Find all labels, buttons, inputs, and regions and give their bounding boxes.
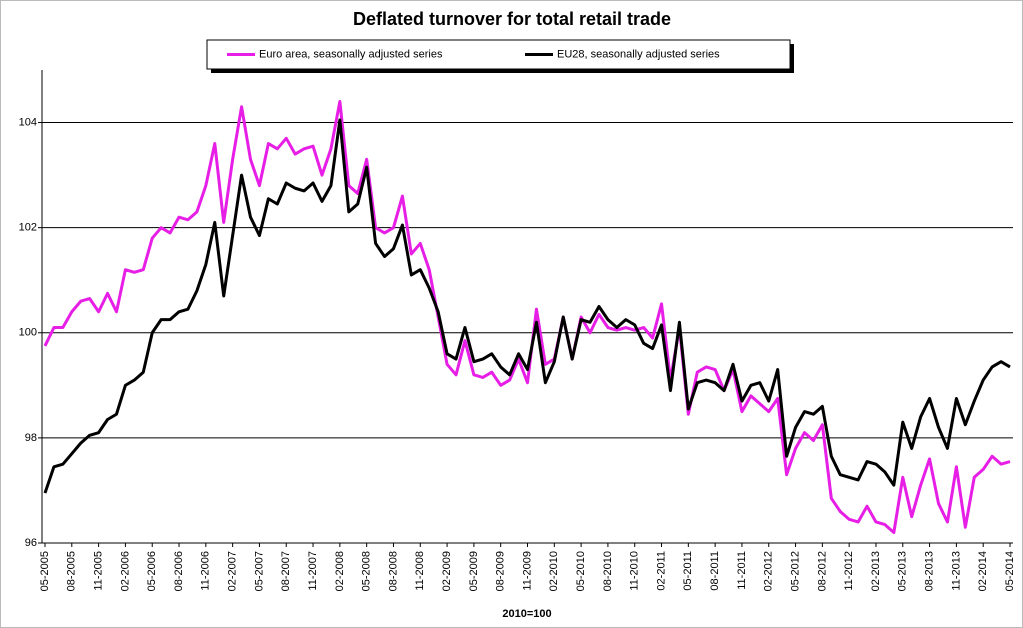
x-tick-label: 11-2007: [307, 551, 319, 591]
chart-title: Deflated turnover for total retail trade: [353, 9, 671, 29]
x-tick-label: 11-2010: [629, 551, 641, 591]
y-tick-label: 96: [25, 537, 37, 549]
x-tick-label: 02-2010: [548, 551, 560, 591]
legend-box: [206, 39, 791, 70]
legend-label: EU28, seasonally adjusted series: [557, 48, 720, 60]
x-tick-label: 05-2012: [789, 551, 801, 591]
x-tick-label: 11-2011: [736, 551, 748, 590]
x-tick-label: 08-2009: [495, 551, 507, 591]
legend-label: Euro area, seasonally adjusted series: [259, 48, 443, 60]
x-tick-label: 02-2013: [870, 551, 882, 591]
x-tick-label: 05-2007: [253, 551, 265, 591]
x-tick-label: 08-2005: [66, 551, 78, 591]
x-tick-label: 05-2010: [575, 551, 587, 591]
x-tick-label: 11-2013: [950, 551, 962, 591]
series-line: [43, 100, 1011, 534]
x-tick-label: 08-2011: [709, 551, 721, 591]
x-tick-label: 05-2006: [146, 551, 158, 591]
series-line: [43, 118, 1011, 494]
x-tick-label: 11-2006: [200, 551, 212, 591]
x-tick-label: 05-2009: [468, 551, 480, 591]
y-tick-label: 102: [19, 222, 37, 234]
x-tick-label: 02-2007: [227, 551, 239, 591]
x-tick-label: 02-2012: [763, 551, 775, 591]
y-tick-label: 104: [19, 116, 37, 128]
x-tick-label: 08-2010: [602, 551, 614, 591]
x-tick-label: 05-2013: [897, 551, 909, 591]
x-tick-label: 08-2008: [387, 551, 399, 591]
x-tick-label: 05-2005: [39, 551, 51, 591]
x-axis-title: 2010=100: [502, 608, 551, 620]
x-tick-label: 11-2005: [93, 551, 105, 591]
x-tick-label: 08-2013: [923, 551, 935, 591]
x-tick-label: 02-2008: [334, 551, 346, 591]
y-tick-label: 98: [25, 432, 37, 444]
x-tick-label: 11-2012: [843, 551, 855, 591]
x-tick-label: 08-2012: [816, 551, 828, 591]
x-tick-label: 05-2014: [1004, 551, 1016, 591]
x-tick-label: 11-2009: [521, 551, 533, 591]
x-tick-label: 02-2014: [977, 551, 989, 591]
x-tick-label: 11-2008: [414, 551, 426, 591]
x-tick-label: 08-2006: [173, 551, 185, 591]
x-tick-label: 08-2007: [280, 551, 292, 591]
x-tick-label: 02-2006: [119, 551, 131, 591]
y-tick-label: 100: [19, 327, 37, 339]
x-tick-label: 02-2009: [441, 551, 453, 591]
x-tick-label: 05-2008: [361, 551, 373, 591]
x-tick-label: 02-2011: [655, 551, 667, 591]
x-tick-label: 05-2011: [682, 551, 694, 591]
